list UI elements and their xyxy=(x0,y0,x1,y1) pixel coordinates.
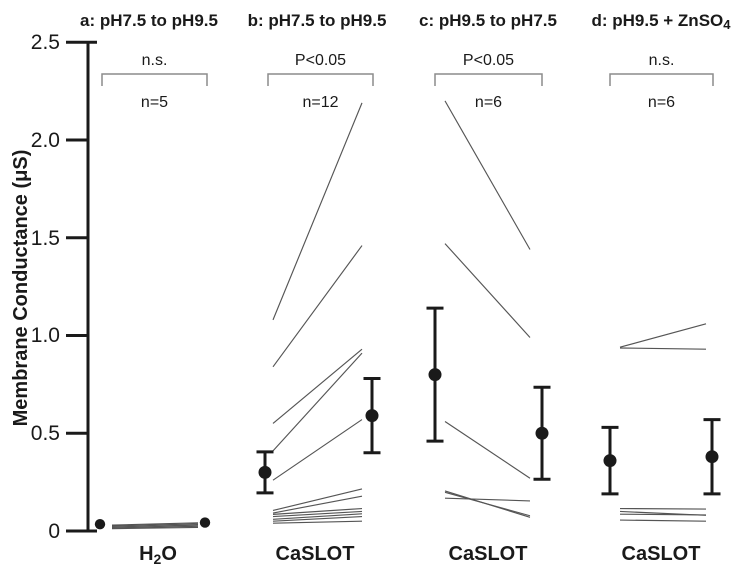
pair-line xyxy=(272,352,363,452)
pair-line xyxy=(272,245,363,368)
panel-c xyxy=(426,73,551,518)
n-label-c: n=6 xyxy=(475,94,502,111)
pair-line xyxy=(272,507,363,515)
pair-line xyxy=(619,347,707,350)
mean-pre-errorbar xyxy=(601,425,619,496)
x-axis-labels: H2O CaSLOT CaSLOT CaSLOT xyxy=(139,543,700,567)
panel-title-a: a: pH7.5 to pH9.5 xyxy=(80,11,218,30)
significance-bracket xyxy=(267,73,374,86)
significance-label-d: n.s. xyxy=(649,52,675,69)
pair-line xyxy=(444,421,531,479)
panel-d xyxy=(601,73,721,522)
x-axis-label-d: CaSLOT xyxy=(622,543,701,565)
pair-line xyxy=(111,525,199,529)
mean-post-errorbar xyxy=(703,418,721,496)
n-label-d: n=6 xyxy=(648,94,675,111)
pair-line xyxy=(619,323,707,348)
pair-line xyxy=(272,510,363,518)
mean-post-errorbar xyxy=(199,517,211,528)
mean-dot xyxy=(94,518,106,530)
n-label-a: n=5 xyxy=(141,94,168,111)
x-axis-label-b: CaSLOT xyxy=(276,543,355,565)
pair-line xyxy=(111,524,199,528)
y-axis xyxy=(66,40,97,533)
n-label-b: n=12 xyxy=(302,94,338,111)
pair-line xyxy=(272,515,363,522)
y-tick-label: 0 xyxy=(48,520,60,543)
pair-line xyxy=(272,520,363,524)
panel-titles: a: pH7.5 to pH9.5 b: pH7.5 to pH9.5 c: p… xyxy=(80,11,731,32)
pair-line xyxy=(444,497,531,502)
y-tick-label: 1.5 xyxy=(31,227,60,250)
mean-pre-errorbar xyxy=(256,450,274,495)
significance-bracket xyxy=(101,73,208,86)
pair-line xyxy=(619,507,707,510)
significance-bracket xyxy=(434,73,543,86)
pair-line xyxy=(272,102,363,321)
mean-post-errorbar xyxy=(363,377,381,455)
significance-label-c: P<0.05 xyxy=(463,52,514,69)
pair-line xyxy=(444,491,531,517)
plot-area xyxy=(94,73,721,530)
panel-title-b: b: pH7.5 to pH9.5 xyxy=(248,11,387,30)
pair-line xyxy=(272,348,363,424)
mean-dot xyxy=(603,454,617,468)
mean-pre-errorbar xyxy=(426,306,444,443)
y-tick-label: 1.0 xyxy=(31,324,60,347)
mean-pre-errorbar xyxy=(94,518,106,530)
pair-line xyxy=(619,513,707,516)
pair-line xyxy=(619,519,707,522)
y-axis-title: Membrane Conductance (μS) xyxy=(10,150,32,427)
significance-label-a: n.s. xyxy=(142,52,168,69)
panel-b xyxy=(256,73,381,524)
mean-dot xyxy=(258,465,272,479)
y-tick-labels: 0 0.5 1.0 1.5 2.0 2.5 xyxy=(31,31,60,543)
pair-line xyxy=(111,526,199,530)
pair-line xyxy=(444,243,531,338)
x-axis-label-a: H2O xyxy=(139,543,177,567)
pair-line xyxy=(272,495,363,514)
panel-title-d: d: pH9.5 + ZnSO4 xyxy=(591,11,731,32)
pair-line xyxy=(111,523,199,527)
y-tick-label: 2.5 xyxy=(31,31,60,54)
mean-dot xyxy=(705,450,719,464)
pair-line xyxy=(272,488,363,512)
mean-post-errorbar xyxy=(533,385,551,481)
panel-a xyxy=(94,73,211,530)
x-axis-label-c: CaSLOT xyxy=(449,543,528,565)
significance-bracket xyxy=(609,73,714,86)
mean-dot xyxy=(428,368,442,382)
mean-dot xyxy=(365,409,379,423)
significance-labels: n.s. P<0.05 P<0.05 n.s. xyxy=(142,52,675,69)
pair-line xyxy=(111,522,199,526)
n-labels: n=5 n=12 n=6 n=6 xyxy=(141,94,675,111)
y-tick-label: 0.5 xyxy=(31,422,60,445)
pair-line xyxy=(444,100,531,250)
mean-dot xyxy=(199,517,211,528)
pair-line xyxy=(272,419,363,481)
mean-dot xyxy=(535,426,549,440)
pair-line xyxy=(272,513,363,520)
y-tick-label: 2.0 xyxy=(31,129,60,152)
panel-title-c: c: pH9.5 to pH7.5 xyxy=(419,11,557,30)
significance-label-b: P<0.05 xyxy=(295,52,346,69)
